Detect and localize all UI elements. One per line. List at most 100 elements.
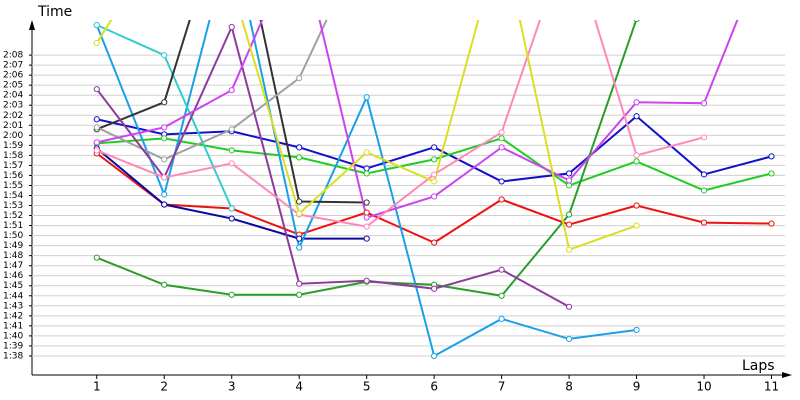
y-tick-label: 1:52	[3, 211, 23, 221]
point-marker	[565, 182, 573, 189]
point-marker	[431, 352, 438, 360]
point-marker	[296, 280, 303, 287]
point-marker	[93, 147, 100, 154]
point-marker	[161, 124, 168, 131]
point-marker	[700, 171, 708, 178]
point-marker	[633, 99, 640, 106]
point-marker	[93, 254, 100, 261]
point-marker	[700, 219, 708, 226]
point-marker	[228, 147, 235, 154]
y-tick-label: 2:05	[3, 81, 23, 91]
point-marker	[228, 215, 235, 222]
point-marker	[565, 170, 573, 177]
point-marker	[296, 210, 303, 217]
point-marker	[431, 178, 438, 185]
point-marker	[498, 178, 505, 185]
y-axis-arrow	[29, 20, 35, 30]
y-tick-label: 2:04	[3, 91, 23, 101]
y-tick-label: 1:49	[3, 241, 23, 251]
point-marker	[565, 177, 573, 184]
point-marker	[431, 144, 438, 151]
point-marker	[565, 303, 573, 310]
point-marker	[228, 291, 235, 298]
point-marker	[93, 116, 100, 123]
point-marker	[228, 160, 235, 167]
y-tick-label: 1:44	[3, 291, 23, 301]
y-tick-label: 1:59	[3, 141, 23, 151]
point-marker	[633, 158, 640, 165]
point-marker	[161, 135, 168, 142]
point-marker	[431, 193, 438, 200]
y-tick-label: 2:03	[3, 101, 23, 111]
point-marker	[228, 126, 235, 133]
x-axis-title: Laps	[742, 358, 775, 374]
point-marker	[161, 99, 168, 106]
x-tick-label: 8	[565, 380, 573, 394]
point-marker	[93, 139, 100, 146]
point-marker	[296, 154, 303, 161]
y-tick-label: 2:08	[3, 51, 23, 61]
y-tick-label: 1:39	[3, 341, 23, 351]
point-marker	[633, 152, 640, 159]
point-marker	[161, 281, 168, 288]
series-line	[96, 20, 739, 219]
point-marker	[161, 174, 168, 181]
series-line	[96, 20, 705, 228]
y-tick-label: 1:55	[3, 181, 23, 191]
point-marker	[363, 277, 370, 284]
y-tick-label: 1:45	[3, 281, 23, 291]
point-marker	[498, 266, 505, 273]
point-marker	[633, 113, 640, 120]
y-tick-label: 1:41	[3, 321, 23, 331]
point-marker	[296, 244, 303, 251]
y-tick-label: 2:07	[3, 61, 23, 71]
point-marker	[363, 235, 370, 242]
x-tick-label: 2	[160, 380, 168, 394]
point-marker	[633, 202, 640, 209]
point-marker	[700, 187, 708, 194]
point-marker	[633, 222, 640, 229]
y-tick-label: 1:47	[3, 261, 23, 271]
point-marker	[228, 87, 235, 94]
point-marker	[363, 165, 370, 172]
point-marker	[363, 199, 370, 206]
point-marker	[296, 198, 303, 205]
x-tick-label: 11	[764, 380, 779, 394]
point-marker	[228, 23, 235, 31]
y-axis-title: Time	[37, 4, 72, 20]
point-marker	[498, 196, 505, 203]
point-marker	[363, 94, 370, 101]
y-tick-label: 2:00	[3, 131, 23, 141]
x-tick-label: 6	[430, 380, 438, 394]
point-marker	[498, 292, 505, 299]
point-marker	[296, 291, 303, 298]
point-marker	[296, 75, 303, 82]
y-tick-label: 1:58	[3, 151, 23, 161]
x-tick-label: 5	[363, 380, 371, 394]
point-marker	[633, 326, 640, 333]
y-tick-label: 1:53	[3, 201, 23, 211]
y-tick-label: 1:57	[3, 161, 23, 171]
point-marker	[363, 214, 370, 221]
x-tick-label: 1	[93, 380, 101, 394]
point-marker	[498, 129, 505, 136]
point-marker	[431, 156, 438, 163]
y-tick-label: 2:01	[3, 121, 23, 131]
point-marker	[363, 223, 370, 230]
point-marker	[498, 144, 505, 151]
point-marker	[296, 235, 303, 242]
point-marker	[93, 39, 100, 47]
point-marker	[93, 124, 100, 131]
point-marker	[633, 20, 640, 23]
point-marker	[768, 170, 775, 177]
point-marker	[363, 209, 370, 216]
y-tick-label: 1:50	[3, 231, 23, 241]
point-marker	[161, 191, 168, 198]
x-tick-label: 7	[498, 380, 506, 394]
point-marker	[565, 246, 573, 253]
series-line	[96, 20, 367, 204]
point-marker	[363, 149, 370, 156]
point-marker	[565, 211, 573, 218]
point-marker	[161, 156, 168, 163]
point-marker	[565, 335, 573, 342]
